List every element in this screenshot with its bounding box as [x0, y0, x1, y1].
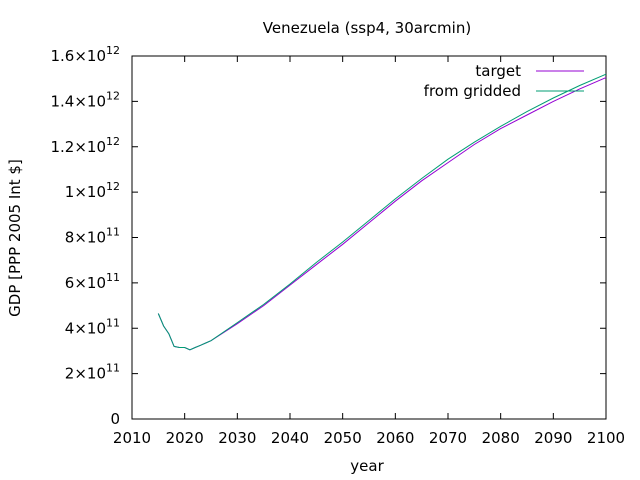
y-tick-label: 2×1011: [65, 362, 120, 383]
legend-label: target: [475, 62, 521, 80]
y-axis: 0 2×1011 4×1011 6×1011 8×1011 1×1012 1.2×1012 1…: [50, 44, 606, 428]
x-tick-label: 2070: [429, 429, 467, 447]
legend-label: from gridded: [424, 82, 521, 100]
x-axis: 2010 2020 2030 2040 2050 2060 2070 2080 2090 2100: [113, 56, 625, 447]
x-axis-title: year: [350, 457, 384, 475]
y-tick-label: 6×1011: [65, 271, 120, 292]
y-tick-label: 4×1011: [65, 316, 120, 337]
x-tick-label: 2050: [324, 429, 362, 447]
y-tick-label: 0: [110, 410, 120, 428]
x-tick-label: 2040: [271, 429, 309, 447]
x-tick-label: 2030: [218, 429, 256, 447]
y-tick-label: 8×1011: [65, 226, 120, 247]
legend: target from gridded: [424, 62, 584, 100]
x-tick-label: 2060: [376, 429, 414, 447]
x-tick-label: 2100: [587, 429, 625, 447]
series-layer: [157, 73, 607, 351]
series-line-0: [157, 77, 607, 351]
y-tick-label: 1.2×1012: [50, 135, 120, 156]
x-tick-label: 2090: [534, 429, 572, 447]
chart-title: Venezuela (ssp4, 30arcmin): [263, 19, 471, 37]
x-tick-label: 2020: [166, 429, 204, 447]
y-tick-label: 1.4×1012: [50, 89, 120, 110]
y-axis-title: GDP [PPP 2005 Int $]: [6, 159, 24, 317]
x-tick-label: 2010: [113, 429, 151, 447]
series-line-1: [157, 73, 607, 351]
y-tick-label: 1×1012: [65, 180, 120, 201]
y-tick-label: 1.6×1012: [50, 44, 120, 65]
x-tick-label: 2080: [482, 429, 520, 447]
